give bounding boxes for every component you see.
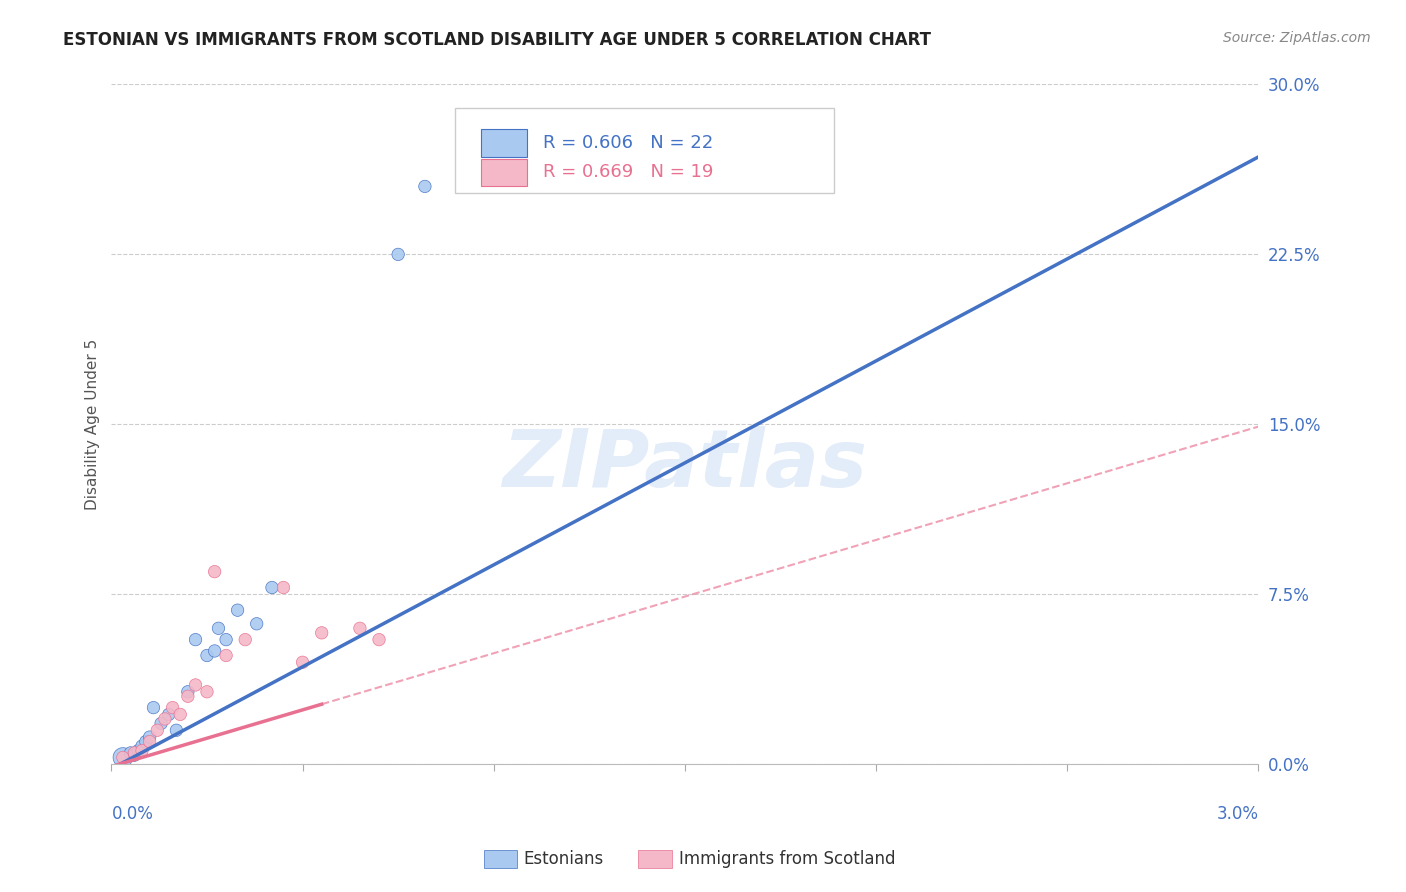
Text: 3.0%: 3.0%: [1216, 805, 1258, 823]
Y-axis label: Disability Age Under 5: Disability Age Under 5: [86, 339, 100, 510]
Point: [153, 712, 176, 726]
Point: [120, 746, 142, 760]
Point: [157, 707, 180, 722]
Point: [169, 707, 191, 722]
Point: [204, 565, 226, 579]
Text: Immigrants from Scotland: Immigrants from Scotland: [679, 850, 896, 868]
Point: [291, 655, 314, 669]
Point: [260, 581, 283, 595]
Point: [246, 616, 269, 631]
Point: [131, 744, 153, 758]
Text: R = 0.669   N = 19: R = 0.669 N = 19: [543, 163, 713, 181]
Point: [273, 581, 295, 595]
Point: [184, 632, 207, 647]
Point: [124, 746, 146, 760]
Point: [368, 632, 391, 647]
Point: [124, 748, 146, 763]
Point: [207, 621, 229, 635]
Point: [215, 648, 238, 663]
Point: [204, 644, 226, 658]
Point: [162, 700, 184, 714]
Point: [135, 734, 157, 748]
Point: [165, 723, 187, 738]
Point: [177, 690, 200, 704]
Point: [184, 678, 207, 692]
Point: [138, 734, 160, 748]
Text: 0.0%: 0.0%: [111, 805, 153, 823]
Point: [215, 632, 238, 647]
Point: [349, 621, 371, 635]
Point: [226, 603, 249, 617]
FancyBboxPatch shape: [456, 108, 834, 194]
Point: [195, 648, 218, 663]
Point: [111, 750, 134, 764]
Text: Source: ZipAtlas.com: Source: ZipAtlas.com: [1223, 31, 1371, 45]
FancyBboxPatch shape: [481, 159, 527, 186]
Point: [311, 625, 333, 640]
Point: [413, 179, 436, 194]
Point: [387, 247, 409, 261]
Text: R = 0.606   N = 22: R = 0.606 N = 22: [543, 134, 713, 152]
Point: [111, 750, 134, 764]
Point: [138, 730, 160, 744]
Point: [195, 685, 218, 699]
Point: [131, 739, 153, 753]
Point: [150, 716, 173, 731]
Text: ZIPatlas: ZIPatlas: [502, 426, 868, 504]
Point: [177, 685, 200, 699]
Text: Estonians: Estonians: [523, 850, 603, 868]
Point: [233, 632, 256, 647]
Point: [146, 723, 169, 738]
Text: ESTONIAN VS IMMIGRANTS FROM SCOTLAND DISABILITY AGE UNDER 5 CORRELATION CHART: ESTONIAN VS IMMIGRANTS FROM SCOTLAND DIS…: [63, 31, 931, 49]
FancyBboxPatch shape: [481, 129, 527, 156]
Point: [127, 744, 149, 758]
Point: [142, 700, 165, 714]
